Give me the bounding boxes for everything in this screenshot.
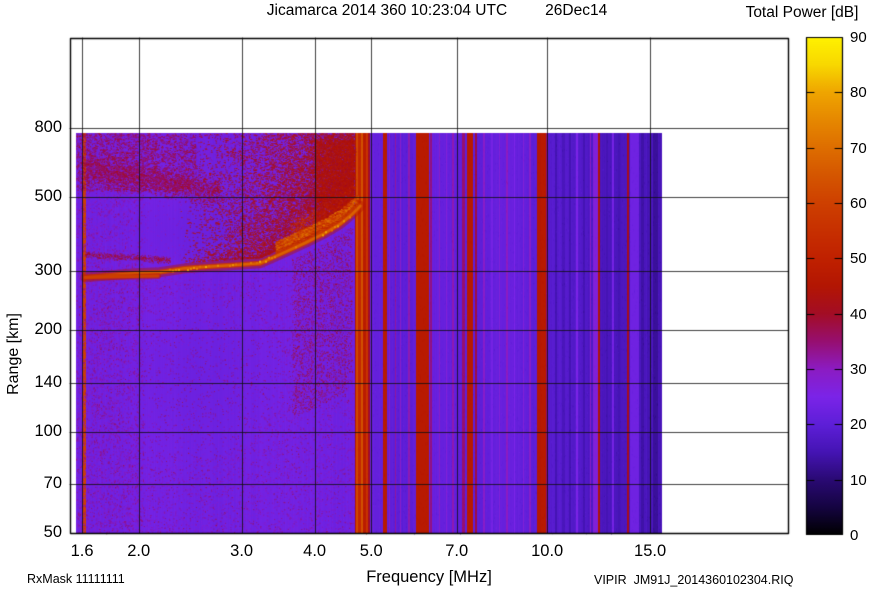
- colorbar-tick-label: 90: [850, 29, 867, 46]
- y-axis-label: Range [km]: [5, 313, 22, 395]
- y-tick-label: 800: [34, 117, 62, 136]
- y-tick-label: 500: [34, 186, 62, 205]
- y-tick-label: 50: [43, 523, 62, 541]
- x-tick-label: 5.0: [359, 542, 383, 560]
- colorbar-tick-label: 80: [850, 84, 867, 102]
- colorbar-tick-label: 0: [850, 527, 859, 544]
- colorbar-tick-label: 50: [850, 250, 867, 268]
- y-tick-label: 140: [34, 372, 62, 391]
- y-tick-label: 200: [34, 320, 62, 339]
- colorbar-tick-label: 40: [850, 305, 867, 323]
- title-date: 26Dec14: [545, 2, 608, 19]
- rxmask-annotation: RxMask 11111111: [27, 572, 125, 586]
- colorbar-tick-label: 20: [850, 416, 867, 434]
- file-id-annotation: VIPIR JM91J_2014360102304.RIQ: [594, 573, 794, 587]
- x-tick-label: 3.0: [230, 542, 254, 560]
- title-station-time: Jicamarca 2014 360 10:23:04 UTC: [266, 2, 508, 19]
- plot-title: Jicamarca 2014 360 10:23:04 UTC 26Dec14: [0, 2, 874, 20]
- colorbar-title: Total Power [dB]: [745, 4, 859, 21]
- colorbar-tick-label: 70: [850, 139, 867, 157]
- colorbar-tick-label: 10: [850, 471, 867, 489]
- x-tick-label: 7.0: [445, 542, 469, 560]
- colorbar-tick-label: 30: [850, 361, 867, 378]
- x-tick-label: 10.0: [531, 542, 564, 560]
- y-tick-label: 70: [43, 473, 62, 492]
- x-tick-label: 15.0: [634, 542, 667, 560]
- y-tick-label: 100: [34, 421, 62, 440]
- x-tick-label: 4.0: [303, 542, 327, 560]
- x-tick-label: 2.0: [127, 542, 151, 560]
- x-tick-label: 1.6: [70, 542, 94, 560]
- x-axis-label: Frequency [MHz]: [366, 568, 492, 586]
- y-tick-label: 300: [34, 261, 62, 280]
- colorbar-tick-label: 60: [850, 195, 867, 212]
